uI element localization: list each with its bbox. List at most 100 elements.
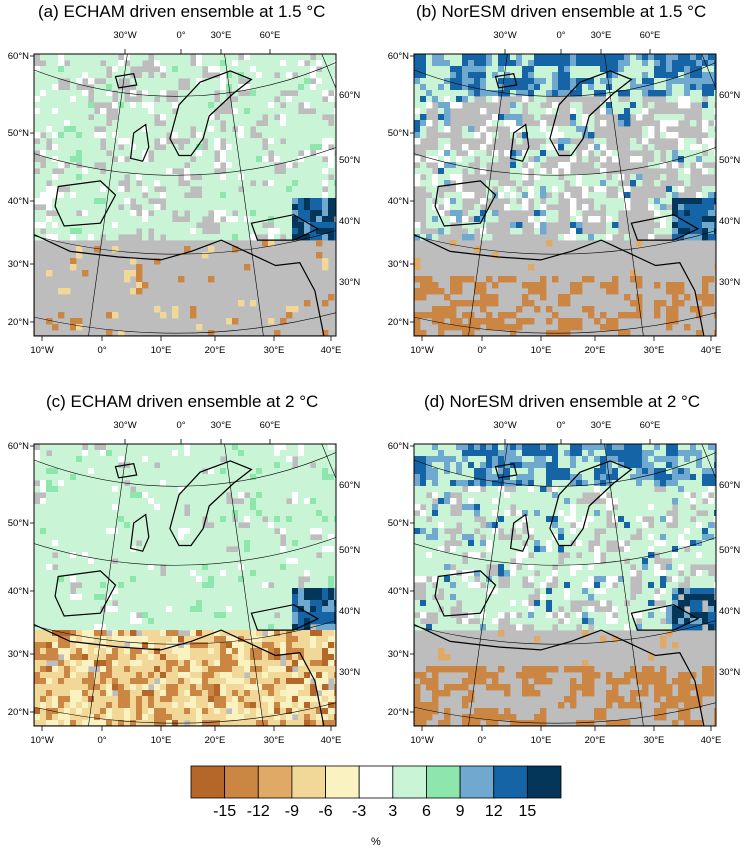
grid-cell <box>606 90 613 97</box>
grid-cell <box>648 90 655 97</box>
grid-cell <box>316 594 323 601</box>
grid-cell <box>136 546 143 553</box>
grid-cell <box>208 702 215 709</box>
grid-cell <box>148 606 155 613</box>
grid-cell <box>118 606 125 613</box>
grid-cell <box>88 618 95 625</box>
grid-cell <box>220 96 227 103</box>
grid-cell <box>40 72 47 79</box>
grid-cell <box>124 612 131 619</box>
grid-cell <box>316 174 323 181</box>
grid-cell <box>292 210 299 217</box>
grid-cell <box>238 606 245 613</box>
grid-cell <box>570 78 577 85</box>
grid-cell <box>178 666 185 673</box>
grid-cell <box>280 600 287 607</box>
grid-cell <box>34 702 41 709</box>
grid-cell <box>172 606 179 613</box>
grid-cell <box>262 594 269 601</box>
grid-cell <box>438 174 445 181</box>
grid-cell <box>238 204 245 211</box>
grid-cell <box>142 168 149 175</box>
grid-cell <box>124 690 131 697</box>
grid-cell <box>208 684 215 691</box>
grid-cell <box>40 78 47 85</box>
grid-cell <box>160 630 167 637</box>
grid-cell <box>328 702 335 709</box>
grid-cell <box>70 486 77 493</box>
grid-cell <box>256 228 263 235</box>
grid-cell <box>256 456 263 463</box>
grid-cell <box>196 324 203 331</box>
grid-cell <box>88 588 95 595</box>
grid-cell <box>280 492 287 499</box>
grid-cell <box>100 672 107 679</box>
grid-cell <box>88 534 95 541</box>
grid-cell <box>292 564 299 571</box>
grid-cell <box>588 180 595 187</box>
grid-cell <box>106 330 113 336</box>
grid-cell <box>414 90 421 97</box>
grid-cell <box>94 480 101 487</box>
grid-cell <box>268 672 275 679</box>
grid-cell <box>130 162 137 169</box>
grid-cell <box>232 558 239 565</box>
grid-cell <box>486 60 493 67</box>
grid-cell <box>316 606 323 613</box>
grid-cell <box>64 720 71 726</box>
grid-cell <box>178 450 185 457</box>
grid-cell <box>70 516 77 523</box>
grid-cell <box>118 534 125 541</box>
grid-cell <box>214 468 221 475</box>
grid-cell <box>82 156 89 163</box>
grid-cell <box>130 258 137 265</box>
grid-cell <box>250 696 257 703</box>
grid-cell <box>190 606 197 613</box>
grid-cell <box>334 660 336 667</box>
grid-cell <box>154 702 161 709</box>
grid-cell <box>226 72 233 79</box>
grid-cell <box>304 486 311 493</box>
grid-cell <box>172 600 179 607</box>
lon-tick-bottom: 10°W <box>410 345 433 356</box>
grid-cell <box>232 702 239 709</box>
grid-cell <box>166 78 173 85</box>
grid-cell <box>160 462 167 469</box>
grid-cell <box>304 684 311 691</box>
grid-cell <box>58 642 65 649</box>
grid-cell <box>220 636 227 643</box>
grid-cell <box>546 132 553 139</box>
grid-cell <box>172 60 179 67</box>
grid-cell <box>516 108 523 115</box>
grid-cell <box>214 456 221 463</box>
grid-cell <box>262 204 269 211</box>
grid-cell <box>564 162 571 169</box>
grid-cell <box>142 606 149 613</box>
grid-cell <box>316 162 323 169</box>
grid-cell <box>64 204 71 211</box>
grid-cell <box>148 174 155 181</box>
grid-cell <box>208 144 215 151</box>
grid-cell <box>492 120 499 127</box>
grid-cell <box>510 66 517 73</box>
grid-cell <box>106 564 113 571</box>
grid-cell <box>76 648 83 655</box>
grid-cell <box>46 132 53 139</box>
grid-cell <box>540 222 547 229</box>
grid-cell <box>268 696 275 703</box>
grid-cell <box>244 498 251 505</box>
grid-cell <box>564 60 571 67</box>
grid-cell <box>534 192 541 199</box>
grid-cell <box>298 540 305 547</box>
grid-cell <box>94 54 101 61</box>
grid-cell <box>420 72 427 79</box>
grid-cell <box>172 462 179 469</box>
grid-cell <box>40 486 47 493</box>
grid-cell <box>576 84 583 91</box>
grid-cell <box>450 72 457 79</box>
grid-cell <box>136 168 143 175</box>
grid-cell <box>510 90 517 97</box>
grid-cell <box>184 522 191 529</box>
grid-cell <box>594 180 601 187</box>
grid-cell <box>552 312 559 319</box>
